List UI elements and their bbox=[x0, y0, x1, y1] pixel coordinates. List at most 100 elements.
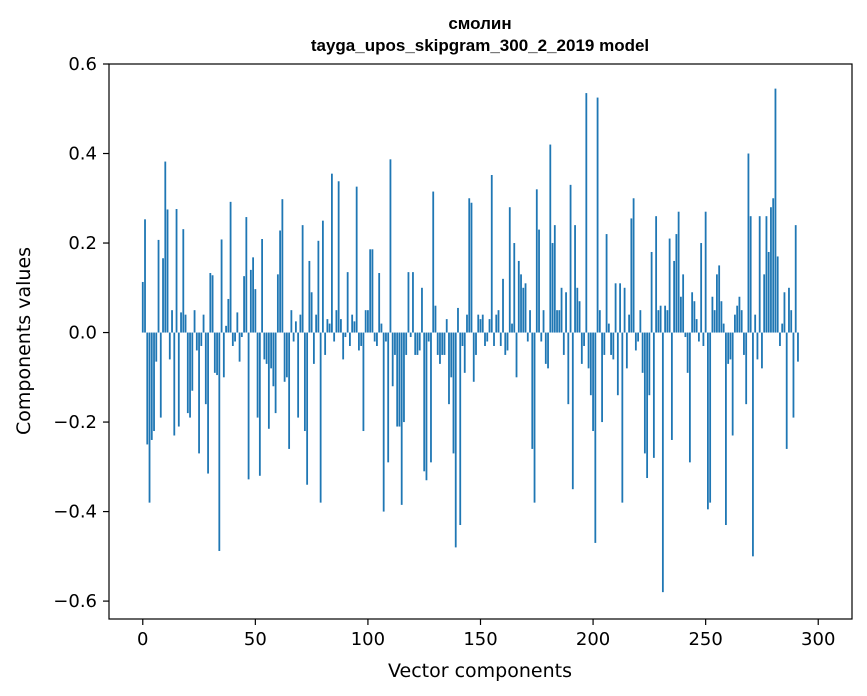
bar bbox=[409, 332, 412, 338]
bar bbox=[346, 272, 349, 333]
bar bbox=[628, 314, 630, 333]
bar bbox=[367, 310, 369, 333]
bar bbox=[529, 310, 531, 333]
bar bbox=[315, 314, 318, 333]
bar bbox=[535, 189, 538, 333]
bar bbox=[641, 332, 644, 373]
bar bbox=[168, 332, 171, 360]
bar bbox=[481, 314, 484, 333]
bar bbox=[772, 198, 775, 333]
bar bbox=[569, 184, 572, 333]
bar bbox=[774, 88, 777, 333]
bar bbox=[421, 287, 423, 333]
bar bbox=[324, 332, 327, 355]
x-tick-label: 100 bbox=[351, 629, 385, 650]
bar bbox=[790, 310, 793, 333]
bar bbox=[637, 332, 640, 342]
bar bbox=[351, 314, 354, 333]
bar bbox=[236, 312, 239, 333]
bar bbox=[443, 332, 446, 355]
bar bbox=[245, 217, 248, 333]
y-tick-label: 0.4 bbox=[68, 144, 97, 165]
x-tick-label: 50 bbox=[244, 629, 267, 650]
bar bbox=[508, 207, 511, 333]
bar bbox=[373, 332, 376, 342]
bar bbox=[731, 332, 734, 436]
bar bbox=[186, 332, 189, 414]
bar bbox=[619, 283, 621, 333]
bar bbox=[625, 332, 628, 369]
bar bbox=[594, 332, 597, 543]
bar bbox=[484, 332, 486, 346]
bar bbox=[718, 265, 721, 333]
bar bbox=[673, 260, 676, 333]
bar bbox=[333, 332, 336, 342]
bar bbox=[364, 310, 367, 333]
bar bbox=[574, 225, 576, 333]
bar bbox=[301, 225, 304, 333]
bar bbox=[337, 181, 340, 333]
y-tick-label: −0.6 bbox=[53, 591, 97, 612]
bar bbox=[745, 332, 748, 405]
bar bbox=[479, 319, 482, 333]
bar bbox=[216, 332, 218, 376]
bar bbox=[171, 310, 173, 333]
x-tick-label: 0 bbox=[137, 629, 148, 650]
bar bbox=[596, 97, 599, 333]
bar bbox=[504, 332, 507, 355]
bar bbox=[776, 256, 779, 333]
bar bbox=[261, 239, 263, 333]
x-tick-label: 300 bbox=[801, 629, 835, 650]
bar bbox=[321, 220, 324, 333]
bar bbox=[630, 218, 633, 333]
bar bbox=[403, 332, 405, 423]
bar bbox=[335, 310, 338, 333]
bar bbox=[382, 332, 385, 512]
bar bbox=[607, 323, 610, 333]
bar bbox=[761, 332, 763, 369]
x-axis: 0 50 100 150 200 250 300 bbox=[137, 619, 835, 650]
bar bbox=[621, 332, 624, 503]
bar bbox=[792, 332, 795, 418]
bar bbox=[445, 319, 448, 333]
bar bbox=[353, 321, 356, 333]
bar bbox=[567, 332, 570, 405]
bar bbox=[580, 332, 583, 364]
bar bbox=[752, 332, 754, 557]
bar bbox=[684, 332, 687, 338]
bar bbox=[459, 332, 462, 526]
bar bbox=[252, 257, 254, 333]
bar bbox=[398, 332, 401, 427]
bar bbox=[727, 332, 730, 364]
bar bbox=[549, 144, 552, 333]
bar bbox=[743, 332, 745, 355]
bar bbox=[195, 332, 198, 351]
bar bbox=[749, 216, 752, 333]
bar bbox=[256, 332, 259, 418]
bar bbox=[513, 243, 516, 333]
bar bbox=[605, 234, 608, 333]
bar bbox=[713, 310, 716, 333]
bar bbox=[434, 305, 437, 333]
bar bbox=[285, 332, 288, 378]
bar bbox=[794, 225, 797, 333]
bar bbox=[457, 307, 459, 333]
bar bbox=[427, 332, 430, 342]
bar bbox=[720, 301, 723, 333]
bar bbox=[598, 310, 601, 333]
bar bbox=[306, 332, 309, 485]
bar bbox=[515, 332, 518, 378]
y-tick-label: 0.0 bbox=[68, 323, 97, 344]
bar bbox=[688, 332, 691, 463]
bar bbox=[238, 332, 241, 362]
bar bbox=[164, 161, 167, 333]
bar bbox=[670, 332, 673, 440]
bar bbox=[209, 273, 212, 333]
bar bbox=[493, 332, 495, 346]
bar bbox=[211, 275, 214, 333]
bar bbox=[225, 325, 227, 333]
bar bbox=[495, 314, 498, 333]
bar bbox=[281, 199, 284, 333]
bar bbox=[542, 310, 545, 333]
